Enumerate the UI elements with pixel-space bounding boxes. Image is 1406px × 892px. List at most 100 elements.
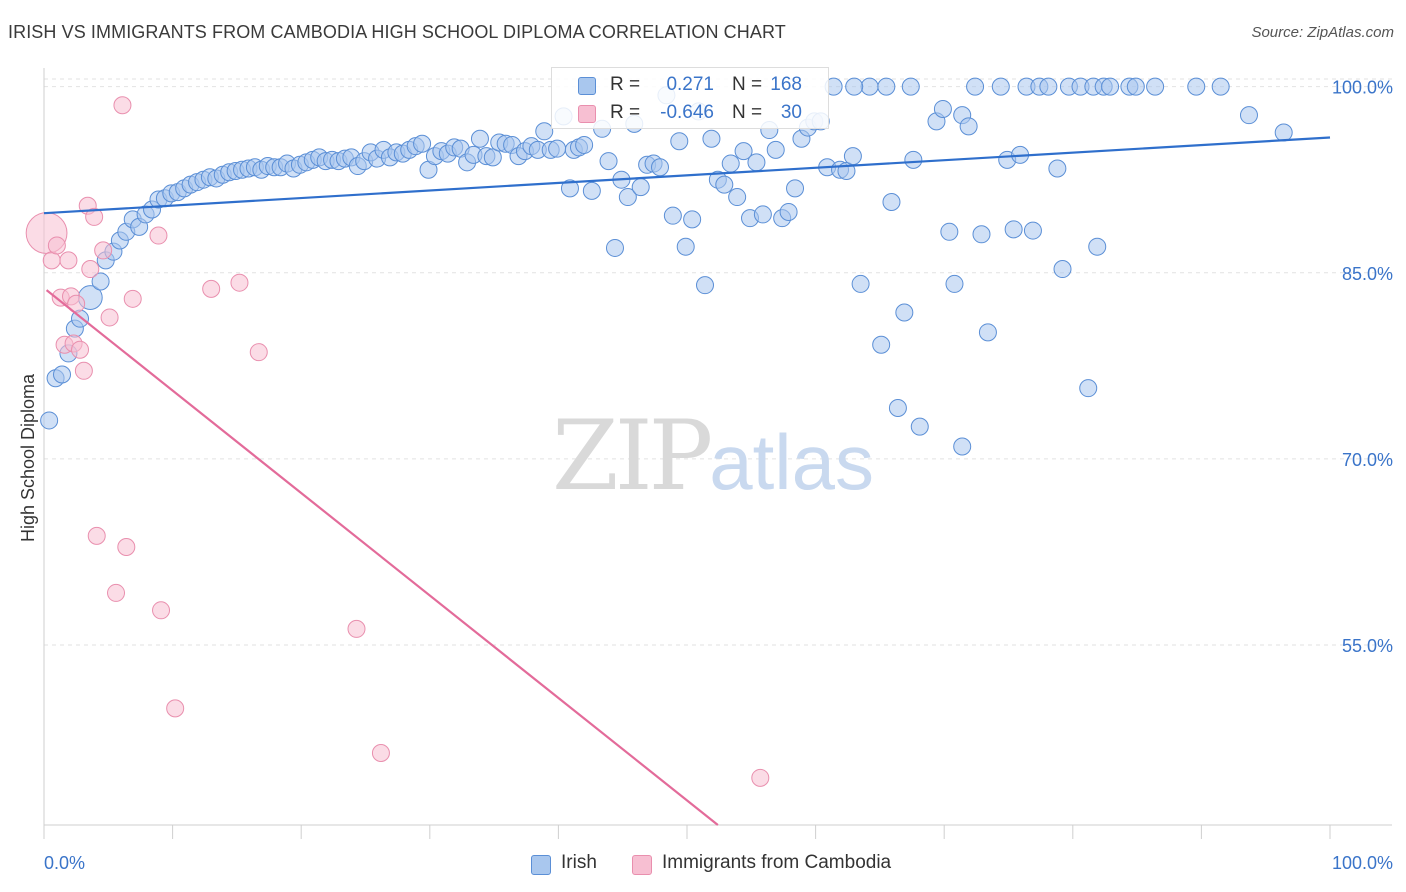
irish-point [966,77,985,96]
tick-labels: 55.0% 70.0% 85.0% 100.0% 0.0% 100.0% [44,78,1393,873]
irish-point [1126,77,1145,96]
cambodia-points [25,96,770,787]
chart-title: IRISH VS IMMIGRANTS FROM CAMBODIA HIGH S… [8,22,786,42]
irish-point [1088,237,1107,256]
watermark: ZIPatlas [552,400,874,512]
irish-point [1146,77,1165,96]
cambodia-point [81,260,100,279]
cambodia-point [113,96,132,115]
irish-point [860,77,879,96]
irish-point [599,152,618,171]
irish-point [940,222,959,241]
irish-point [676,237,695,256]
irish-point [696,276,715,295]
irish-point [1239,106,1258,125]
n-value: 30 [780,102,802,123]
irish-point [1211,77,1230,96]
cambodia-point [67,294,86,313]
irish-point [910,417,929,436]
cambodia-point [152,601,171,620]
irish-point [715,175,734,194]
irish-trend-line [43,136,1331,215]
trend-lines [43,136,1331,826]
irish-point [483,148,502,167]
irish-point [663,206,682,225]
irish-point [728,188,747,207]
cambodia-point [71,340,90,359]
irish-point [933,99,952,118]
y-tick-label: 85.0% [1342,264,1393,284]
x-tick-label: 100.0% [1332,853,1393,873]
n-value: 168 [770,74,802,95]
irish-point [560,179,579,198]
irish-point [945,274,964,293]
irish-point [618,188,637,207]
irish-point [575,135,594,154]
irish-point [786,179,805,198]
irish-point [1039,77,1058,96]
watermark-zip: ZIP [552,400,713,512]
irish-point [978,323,997,342]
n-label: N = [732,102,763,123]
irish-points [40,77,1293,456]
n-label: N = [732,74,763,95]
irish-point [734,142,753,161]
y-axis-label: High School Diploma [18,373,38,542]
cambodia-point [59,251,78,270]
source-label: Source: ZipAtlas.com [1251,24,1394,41]
irish-point [535,122,554,141]
irish-point [1274,123,1293,142]
irish-point [766,140,785,159]
irish-point [991,77,1010,96]
irish-point [845,77,864,96]
cambodia-point [371,744,390,763]
irish-point [888,399,907,418]
irish-point [851,274,870,293]
x-tick-label: 0.0% [44,853,85,873]
irish-point [872,335,891,354]
irish-point [702,129,721,148]
irish-point [631,178,650,197]
irish-point [670,132,689,151]
irish-point [747,153,766,172]
irish-point [843,147,862,166]
irish-point [40,411,59,430]
axes [43,68,1392,839]
r-value: -0.646 [660,102,714,123]
cambodia-point [123,289,142,308]
cambodia-point [249,343,268,362]
cambodia-point [100,308,119,327]
irish-legend-label: Irish [561,852,597,873]
irish-point [1101,77,1120,96]
cambodia-point [74,361,93,380]
cambodia-point [117,538,136,557]
cambodia-legend-swatch [632,855,652,875]
irish-point [1079,379,1098,398]
y-tick-label: 100.0% [1332,78,1393,98]
irish-point [582,181,601,200]
r-label: R = [610,102,641,123]
irish-point [972,225,991,244]
y-tick-label: 70.0% [1342,450,1393,470]
cambodia-point [751,768,770,787]
y-tick-label: 55.0% [1342,636,1393,656]
irish-point [877,77,896,96]
cambodia-point [94,241,113,260]
legend-row-irish: R = 0.271 N = 168 [552,73,828,99]
irish-point [721,154,740,173]
cambodia-point [47,236,66,255]
cambodia-point [202,279,221,298]
irish-point [953,437,972,456]
irish-point [901,77,920,96]
series-legend: Irish Immigrants from Cambodia [0,852,1406,878]
irish-point [895,303,914,322]
irish-point [779,202,798,221]
cambodia-legend-label: Immigrants from Cambodia [662,852,892,873]
irish-legend-swatch [531,855,551,875]
irish-point [1048,159,1067,178]
cambodia-point [107,583,126,602]
irish-point [683,210,702,229]
legend-row-cambodia: R = -0.646 N = 30 [552,101,828,127]
r-label: R = [610,74,641,95]
